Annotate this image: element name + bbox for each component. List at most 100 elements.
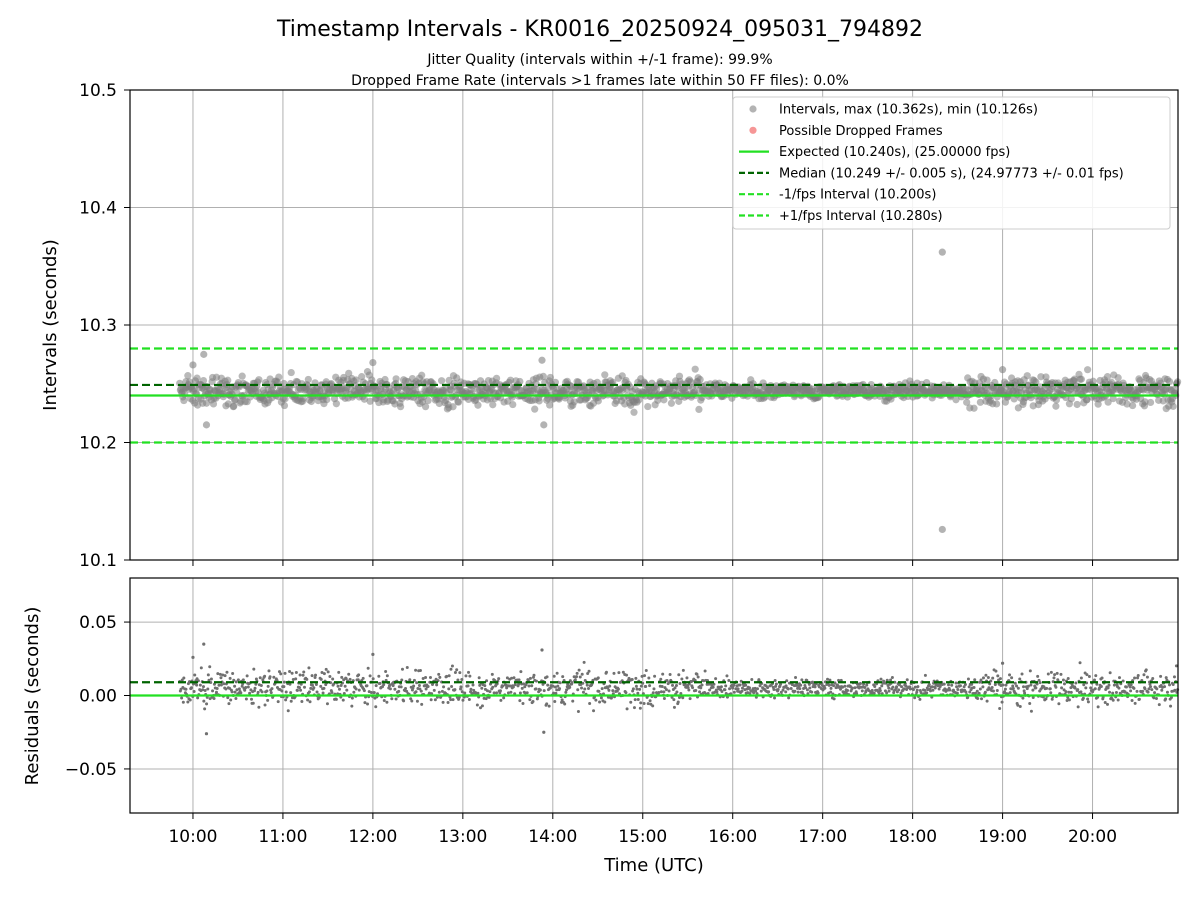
residual-point bbox=[899, 691, 903, 695]
residual-point bbox=[468, 674, 472, 678]
residual-point-outlier bbox=[1000, 661, 1005, 665]
residual-point bbox=[1133, 701, 1137, 705]
residual-point bbox=[878, 689, 882, 693]
residual-point bbox=[887, 689, 891, 693]
interval-point bbox=[449, 403, 457, 411]
residual-point bbox=[195, 683, 199, 687]
residual-point bbox=[201, 688, 205, 692]
residual-point bbox=[635, 687, 639, 691]
residual-point bbox=[640, 674, 644, 678]
residual-point bbox=[698, 690, 702, 694]
residual-point bbox=[418, 687, 422, 691]
residual-point bbox=[350, 696, 354, 700]
residual-point bbox=[686, 686, 690, 690]
residual-point bbox=[467, 670, 471, 674]
residual-point bbox=[594, 698, 598, 702]
residual-point bbox=[289, 691, 293, 695]
residual-point bbox=[588, 702, 592, 706]
interval-point bbox=[506, 376, 515, 384]
residual-point bbox=[531, 700, 535, 704]
residual-point bbox=[1046, 672, 1050, 676]
residual-point bbox=[1091, 688, 1095, 692]
residual-point bbox=[670, 695, 674, 699]
interval-point bbox=[275, 373, 283, 381]
residual-point bbox=[865, 683, 869, 687]
residual-point bbox=[956, 687, 960, 691]
residual-point bbox=[546, 683, 550, 687]
residual-point bbox=[201, 685, 205, 689]
residual-point bbox=[321, 691, 325, 695]
interval-point bbox=[1084, 366, 1092, 374]
legend-label: -1/fps Interval (10.200s) bbox=[779, 188, 936, 203]
residual-point bbox=[728, 687, 732, 691]
residual-point bbox=[282, 685, 286, 689]
residual-point bbox=[838, 687, 842, 691]
residual-point bbox=[267, 669, 271, 673]
residual-point bbox=[266, 698, 270, 702]
residual-point bbox=[206, 673, 210, 677]
residual-point bbox=[766, 686, 770, 690]
residual-point bbox=[1108, 671, 1112, 675]
interval-point bbox=[1104, 398, 1112, 406]
residual-point bbox=[915, 688, 919, 692]
interval-point bbox=[392, 375, 400, 383]
residual-point bbox=[233, 690, 237, 694]
residual-point bbox=[420, 702, 424, 706]
residual-point bbox=[437, 690, 441, 694]
residual-point bbox=[664, 688, 668, 692]
interval-point bbox=[352, 376, 360, 384]
residual-point bbox=[784, 690, 788, 694]
chart-subtitle-jitter: Jitter Quality (intervals within +/-1 fr… bbox=[426, 52, 772, 68]
residual-point bbox=[206, 687, 210, 691]
residual-point bbox=[880, 684, 884, 688]
residual-point bbox=[578, 675, 582, 679]
interval-point bbox=[454, 398, 463, 406]
interval-point bbox=[992, 400, 1001, 408]
residual-point bbox=[215, 687, 219, 691]
residual-point bbox=[828, 678, 832, 682]
residual-point-outlier bbox=[371, 652, 375, 656]
residual-point bbox=[841, 685, 845, 689]
residual-point bbox=[1151, 677, 1155, 681]
interval-point bbox=[635, 396, 643, 404]
residual-point bbox=[694, 688, 698, 692]
residual-point bbox=[657, 691, 661, 695]
residuals-y-tick-label: −0.05 bbox=[65, 760, 117, 780]
residual-point bbox=[453, 671, 457, 675]
residual-point bbox=[583, 687, 587, 691]
residual-point bbox=[803, 684, 807, 688]
residual-point bbox=[611, 689, 615, 693]
residual-point bbox=[929, 689, 933, 693]
interval-point-outlier bbox=[540, 421, 548, 429]
residual-point bbox=[1059, 672, 1063, 676]
residual-point bbox=[276, 700, 280, 704]
residual-point bbox=[740, 686, 744, 690]
interval-point-outlier bbox=[998, 366, 1007, 374]
residual-point bbox=[512, 676, 516, 680]
residual-point bbox=[758, 684, 762, 688]
residual-point bbox=[460, 678, 464, 682]
residual-point bbox=[527, 684, 531, 688]
residual-point bbox=[461, 698, 465, 702]
residual-point bbox=[700, 683, 704, 687]
residual-point bbox=[625, 707, 629, 711]
residual-point bbox=[1095, 682, 1099, 686]
residual-point bbox=[967, 685, 971, 689]
residual-point bbox=[685, 676, 689, 680]
residual-point bbox=[591, 678, 595, 682]
residual-point bbox=[491, 685, 495, 689]
interval-point bbox=[594, 397, 602, 405]
residual-point bbox=[230, 690, 234, 694]
residual-point bbox=[573, 678, 577, 682]
residual-point bbox=[793, 689, 797, 693]
interval-point bbox=[316, 387, 324, 395]
interval-point bbox=[366, 397, 374, 405]
residual-point bbox=[925, 691, 929, 695]
residual-point bbox=[384, 669, 388, 673]
residual-point bbox=[1108, 690, 1112, 694]
residual-point bbox=[291, 678, 295, 682]
residual-point bbox=[314, 683, 318, 687]
x-tick-label: 16:00 bbox=[708, 827, 757, 847]
residual-point bbox=[1132, 686, 1136, 690]
residual-point bbox=[715, 690, 719, 694]
